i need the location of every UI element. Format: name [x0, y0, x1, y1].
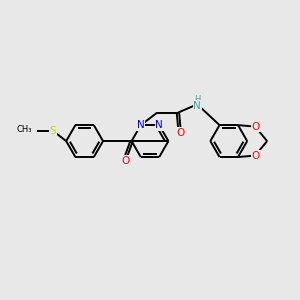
Text: CH₃: CH₃	[16, 125, 32, 134]
Text: S: S	[50, 126, 56, 136]
Text: O: O	[122, 156, 130, 166]
Text: H: H	[194, 95, 200, 104]
Text: N: N	[194, 101, 201, 111]
Text: O: O	[176, 128, 184, 138]
Text: N: N	[137, 120, 145, 130]
Text: O: O	[252, 122, 260, 132]
Text: O: O	[252, 151, 260, 160]
Text: N: N	[155, 120, 163, 130]
